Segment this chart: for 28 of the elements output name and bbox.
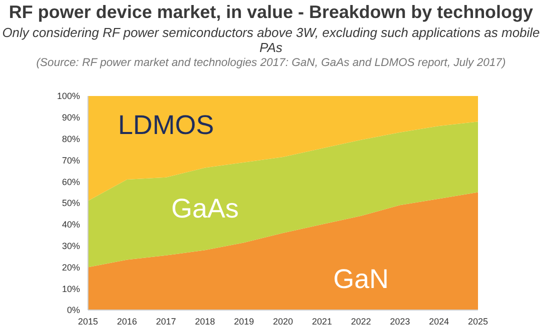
y-tick-label: 0%: [66, 305, 80, 316]
x-tick-label: 2019: [234, 316, 254, 326]
text: (Source: RF power market and technologies 2017: GaN, GaAs and LDMOS report, July 2017): [35, 57, 507, 69]
y-tick-label: 20%: [62, 262, 80, 272]
y-tick-label: 10%: [62, 284, 80, 294]
y-tick-label: 60%: [62, 176, 80, 187]
chart-title: RF power device market, in value - Breakdown by technology: [8, 2, 534, 23]
x-tick-label: 2021: [312, 316, 332, 326]
series-label: GaN: [333, 264, 389, 294]
x-tick-label: 2020: [272, 316, 294, 326]
y-tick-label: 70%: [62, 155, 80, 166]
y-tick-label: 80%: [62, 134, 80, 144]
x-tick-label: 2018: [194, 316, 216, 326]
x-tick-label: 2022: [350, 316, 372, 326]
series-label: GaAs: [171, 194, 239, 224]
y-tick-label: 50%: [62, 198, 80, 208]
series-label: LDMOS: [118, 110, 214, 140]
chart-subtitle: Only considering RF power semiconductors above 3W, excluding such applications as mobile PAs: [1, 25, 541, 55]
x-tick-label: 2023: [390, 316, 410, 326]
x-tick-label: 2024: [428, 316, 450, 326]
y-tick-label: 90%: [62, 112, 80, 123]
x-tick-label: 2025: [468, 316, 488, 326]
x-tick-label: 2015: [78, 316, 98, 326]
y-tick-label: 40%: [62, 220, 80, 230]
y-tick-label: 30%: [62, 240, 80, 251]
x-tick-label: 2017: [156, 316, 176, 326]
x-tick-label: 2016: [116, 316, 138, 326]
y-tick-label: 100%: [56, 91, 80, 102]
